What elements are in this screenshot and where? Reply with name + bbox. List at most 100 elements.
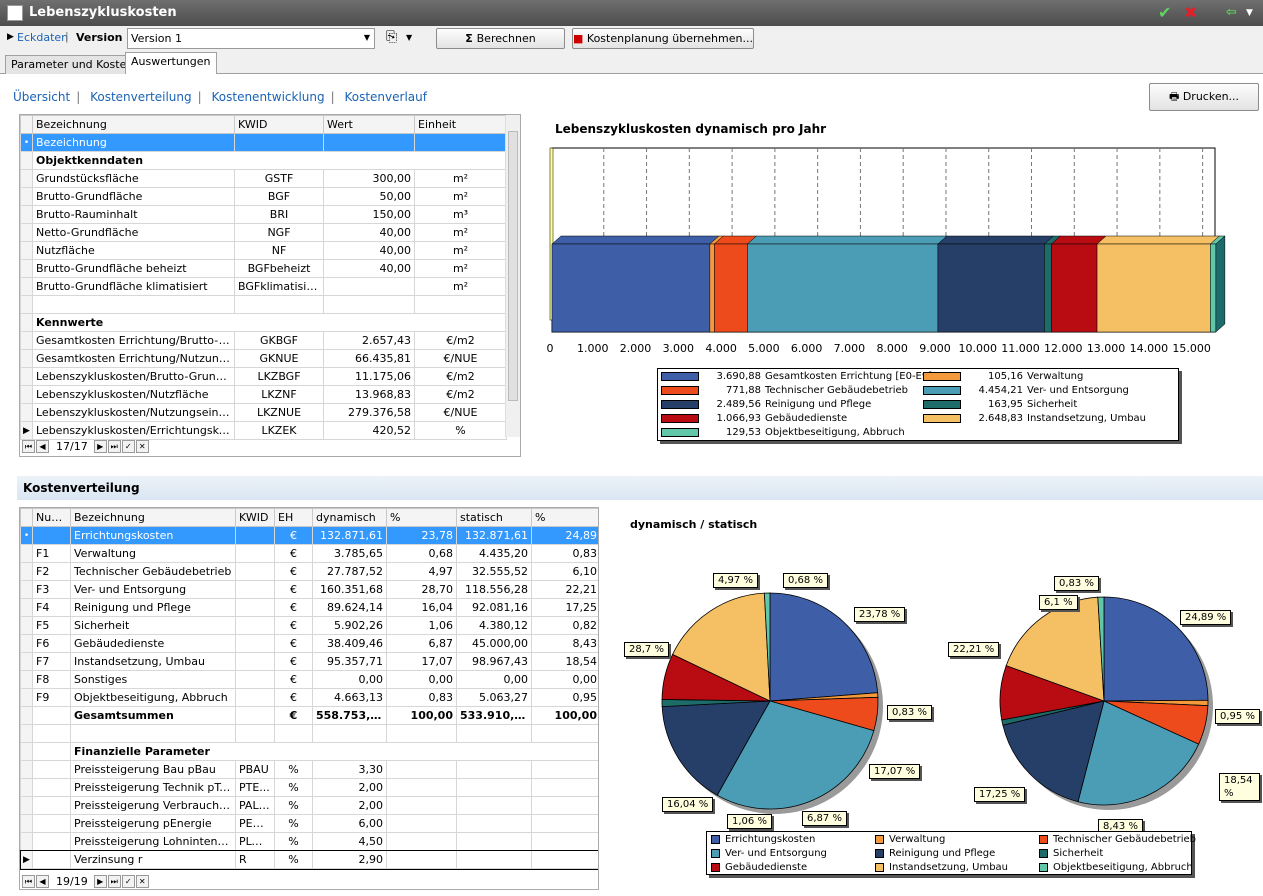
cell-bezeichnung[interactable]: Brutto-Grundfläche beheizt <box>32 259 235 278</box>
cell-kwid[interactable] <box>235 688 275 707</box>
cell-kwid[interactable] <box>235 634 275 653</box>
cell-kwid[interactable]: PLOHN <box>235 832 275 851</box>
cell-einheit[interactable]: m² <box>414 169 507 188</box>
table-row[interactable]: Gesamtkosten Errichtung/Brutto-Grun... GK… <box>20 331 507 350</box>
cell-kwid[interactable] <box>235 544 275 563</box>
cell-kwid[interactable] <box>235 562 275 581</box>
cell-bezeichnung[interactable]: Gesamtkosten Errichtung/Brutto-Grun... <box>32 331 235 350</box>
cell-einheit[interactable]: m² <box>414 187 507 206</box>
cell-kwid[interactable]: R <box>235 850 275 869</box>
table-row[interactable]: F5 Sicherheit €5.902,26 1,06 4.380,12 0,82 <box>20 616 598 635</box>
cell-wert[interactable]: 2.657,43 <box>323 331 415 350</box>
cell-bezeichnung[interactable]: Lebenszykluskosten/Nutzungseinheit <box>32 403 235 422</box>
cell-dynamisch[interactable]: 38.409,46 <box>312 634 387 653</box>
cell-eh[interactable]: € <box>274 544 313 563</box>
cell-bezeichnung[interactable]: Reinigung und Pflege <box>70 598 236 617</box>
nav-kostenentwicklung[interactable]: Kostenentwicklung <box>211 90 325 104</box>
cell-nummer[interactable]: F1 <box>32 544 71 563</box>
dropdown-arrow-icon[interactable]: ▼ <box>1246 8 1253 18</box>
cell-wert[interactable]: 4,50 <box>312 832 387 851</box>
cell-percent-stat[interactable]: 24,89 <box>531 526 598 545</box>
cell-percent-dyn[interactable]: 0,83 <box>386 688 457 707</box>
table-row[interactable]: F2 Technischer Gebäudebetrieb €27.787,52 4,… <box>20 562 598 581</box>
nav-kostenverteilung[interactable]: Kostenverteilung <box>90 90 192 104</box>
cell-percent-stat[interactable]: 0,82 <box>531 616 598 635</box>
cell-nummer[interactable]: F6 <box>32 634 71 653</box>
confirm-check-icon[interactable]: ✔ <box>1158 3 1172 22</box>
calculate-button[interactable]: Σ Berechnen <box>436 28 565 49</box>
cell-wert[interactable]: 40,00 <box>323 223 415 242</box>
cell-wert[interactable]: 40,00 <box>323 259 415 278</box>
table-row[interactable] <box>20 295 507 314</box>
cell-wert[interactable]: 40,00 <box>323 241 415 260</box>
col-bezeichnung[interactable]: Bezeichnung <box>70 508 236 527</box>
col-kwid[interactable]: KWID <box>234 115 324 134</box>
col-wert[interactable]: Wert <box>323 115 415 134</box>
cell-wert[interactable] <box>323 277 415 296</box>
table-row[interactable]: Preissteigerung Lohnintensiv ... PLOHN% 4,… <box>20 832 598 851</box>
table-row[interactable]: Lebenszykluskosten/Nutzfläche LKZNF 13.968… <box>20 385 507 404</box>
cell-einheit[interactable]: % <box>414 421 507 440</box>
cell-dynamisch[interactable]: 3.785,65 <box>312 544 387 563</box>
copy-version-icon[interactable]: ⎘ <box>386 29 398 45</box>
cell-einheit[interactable]: m² <box>414 223 507 242</box>
cell-dynamisch[interactable]: 95.357,71 <box>312 652 387 671</box>
table-row[interactable]: Netto-Grundfläche NGF 40,00 m² <box>20 223 507 242</box>
table-row[interactable]: Lebenszykluskosten/Brutto-Grundfläche LKZ… <box>20 367 507 386</box>
cell-percent-dyn[interactable]: 16,04 <box>386 598 457 617</box>
table-row[interactable]: ▶ Lebenszykluskosten/Errichtungskosten LKZ… <box>20 421 507 440</box>
col-eh[interactable]: EH <box>274 508 313 527</box>
cell-percent-stat[interactable]: 0,95 <box>531 688 598 707</box>
cell-percent-stat[interactable]: 0,83 <box>531 544 598 563</box>
cell-dynamisch[interactable]: 558.753,16 <box>312 706 387 725</box>
cell-eh[interactable]: % <box>274 832 313 851</box>
cell-kwid[interactable]: PEN... <box>235 814 275 833</box>
tab-parameter-und-kosten[interactable]: Parameter und Kosten <box>5 55 140 74</box>
cell-wert[interactable]: 13.968,83 <box>323 385 415 404</box>
table-row[interactable]: Nutzfläche NF 40,00 m² <box>20 241 507 260</box>
cell-einheit[interactable]: €/m2 <box>414 385 507 404</box>
col-percent-dynamisch[interactable]: % <box>386 508 457 527</box>
cell-percent-dyn[interactable]: 0,68 <box>386 544 457 563</box>
cell-eh[interactable]: € <box>274 526 313 545</box>
cell-wert[interactable]: 11.175,06 <box>323 367 415 386</box>
table-row[interactable]: Kennwerte <box>20 313 507 332</box>
cell-percent-dyn[interactable]: 28,70 <box>386 580 457 599</box>
cell-wert[interactable]: 150,00 <box>323 205 415 224</box>
cell-wert[interactable]: 420,52 <box>323 421 415 440</box>
cell-dynamisch[interactable]: 160.351,68 <box>312 580 387 599</box>
eckdaten-link[interactable]: Eckdaten <box>17 31 69 44</box>
cell-kwid[interactable]: LKZBGF <box>234 367 324 386</box>
cell-bezeichnung[interactable]: Preissteigerung Bau pBau <box>70 760 236 779</box>
cell-kwid[interactable] <box>235 526 275 545</box>
cell-kwid[interactable]: GKBGF <box>234 331 324 350</box>
cancel-record-icon[interactable]: ✕ <box>135 439 149 453</box>
table-row[interactable]: Objektkenndaten <box>20 151 507 170</box>
cell-eh[interactable]: € <box>274 670 313 689</box>
cell-dynamisch[interactable]: 0,00 <box>312 670 387 689</box>
table-row[interactable]: F6 Gebäudedienste €38.409,46 6,87 45.000,00 8… <box>20 634 598 653</box>
last-record-icon[interactable]: ⏭ <box>107 874 121 888</box>
cell-bezeichnung[interactable]: Verwaltung <box>70 544 236 563</box>
cell-kwid[interactable]: LKZNUE <box>234 403 324 422</box>
cell-percent-dyn[interactable]: 17,07 <box>386 652 457 671</box>
cell-kwid[interactable]: LKZNF <box>234 385 324 404</box>
table-row[interactable]: Brutto-Grundfläche BGF 50,00 m² <box>20 187 507 206</box>
cell-kwid[interactable]: BGFklimatisiert <box>234 277 324 296</box>
next-record-icon[interactable]: ▶ <box>93 874 107 888</box>
cancel-x-icon[interactable]: ✖ <box>1184 3 1198 22</box>
cell-statisch[interactable]: 5.063,27 <box>456 688 532 707</box>
col-percent-statisch[interactable]: % <box>531 508 598 527</box>
cell-bezeichnung[interactable]: Instandsetzung, Umbau <box>70 652 236 671</box>
cell-kwid[interactable]: GKNUE <box>234 349 324 368</box>
cell-kwid[interactable] <box>235 706 275 725</box>
cell-statisch[interactable]: 118.556,28 <box>456 580 532 599</box>
cell-wert[interactable]: 66.435,81 <box>323 349 415 368</box>
cell-kwid[interactable]: GSTF <box>234 169 324 188</box>
cell-einheit[interactable]: m² <box>414 259 507 278</box>
table-row[interactable]: F1 Verwaltung €3.785,65 0,68 4.435,20 0,83 <box>20 544 598 563</box>
cell-bezeichnung[interactable]: Lebenszykluskosten/Brutto-Grundfläche <box>32 367 235 386</box>
cell-eh[interactable]: % <box>274 814 313 833</box>
table-row[interactable]: F7 Instandsetzung, Umbau €95.357,71 17,07 98… <box>20 652 598 671</box>
table-row[interactable]: Preissteigerung Verbrauchspr... PALLG% 2,0… <box>20 796 598 815</box>
